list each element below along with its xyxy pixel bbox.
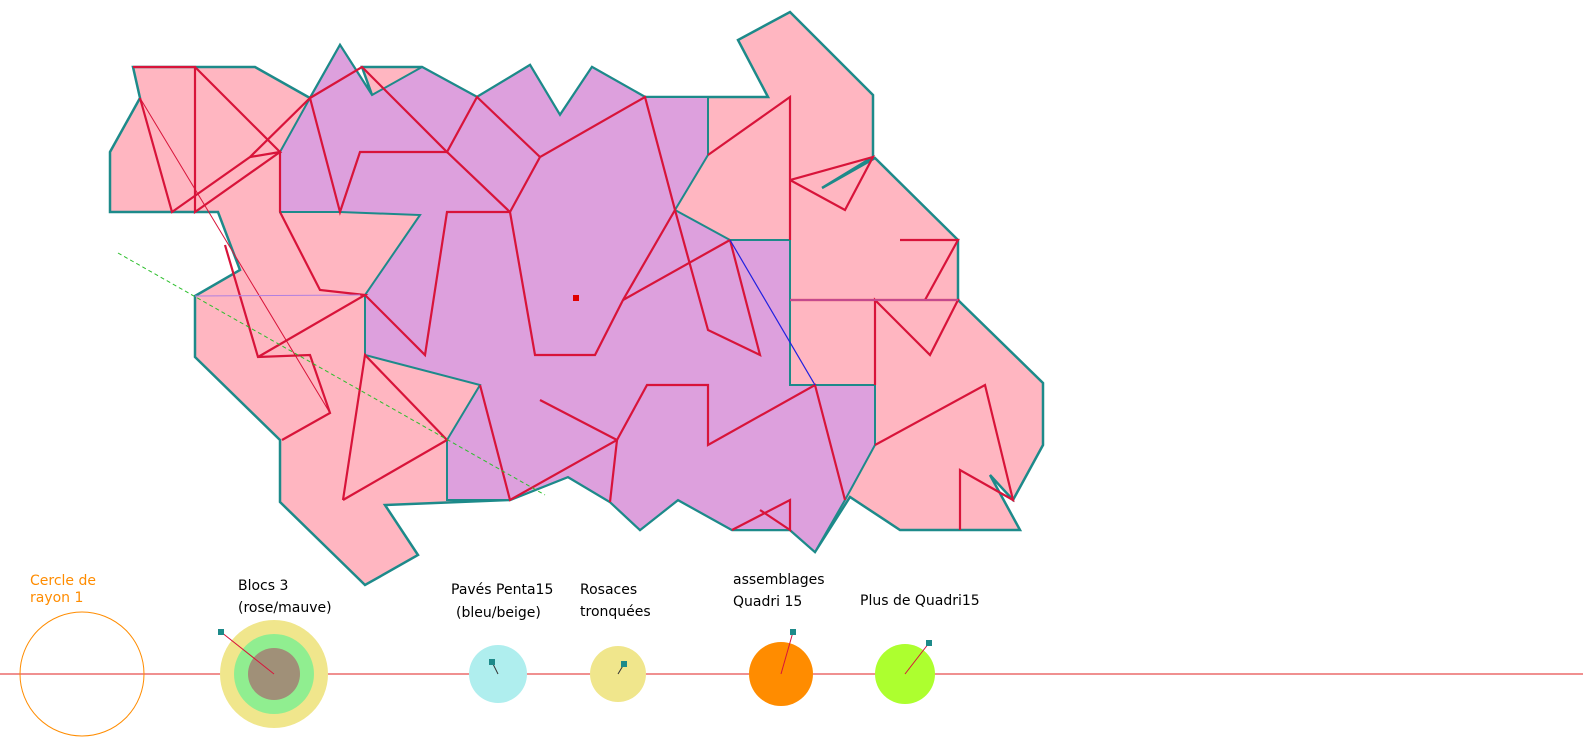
slider-handle[interactable] (790, 629, 796, 635)
label: Cercle de (30, 573, 96, 589)
slider-arm (780, 631, 794, 675)
slider-handle[interactable] (621, 661, 627, 667)
label: Rosaces (580, 582, 637, 598)
label: Pavés Penta15 (451, 582, 553, 598)
slider-arm (220, 631, 275, 675)
label: assemblages (733, 572, 825, 588)
guide-line (139, 97, 331, 414)
slider-handle[interactable] (926, 640, 932, 646)
label: Blocs 3 (238, 578, 288, 594)
tile-edges (133, 65, 1015, 533)
slider-arm (904, 642, 930, 675)
label: tronquées (580, 604, 651, 620)
guide-line (729, 239, 816, 386)
slider-handle[interactable] (218, 629, 224, 635)
tiling (108, 10, 1045, 587)
sliders (19, 611, 935, 737)
label: (bleu/beige) (456, 605, 541, 621)
unit-circle (19, 611, 145, 737)
label: Quadri 15 (733, 594, 802, 610)
label: rayon 1 (30, 590, 83, 606)
slider-handle[interactable] (489, 659, 495, 665)
guide-line (117, 252, 546, 496)
label: (rose/mauve) (238, 600, 332, 616)
label: Plus de Quadri15 (860, 593, 980, 609)
labels: Cercle de rayon 1 Blocs 3 (rose/mauve) P… (30, 572, 980, 621)
guide-line (194, 294, 361, 297)
point[interactable] (573, 295, 579, 301)
